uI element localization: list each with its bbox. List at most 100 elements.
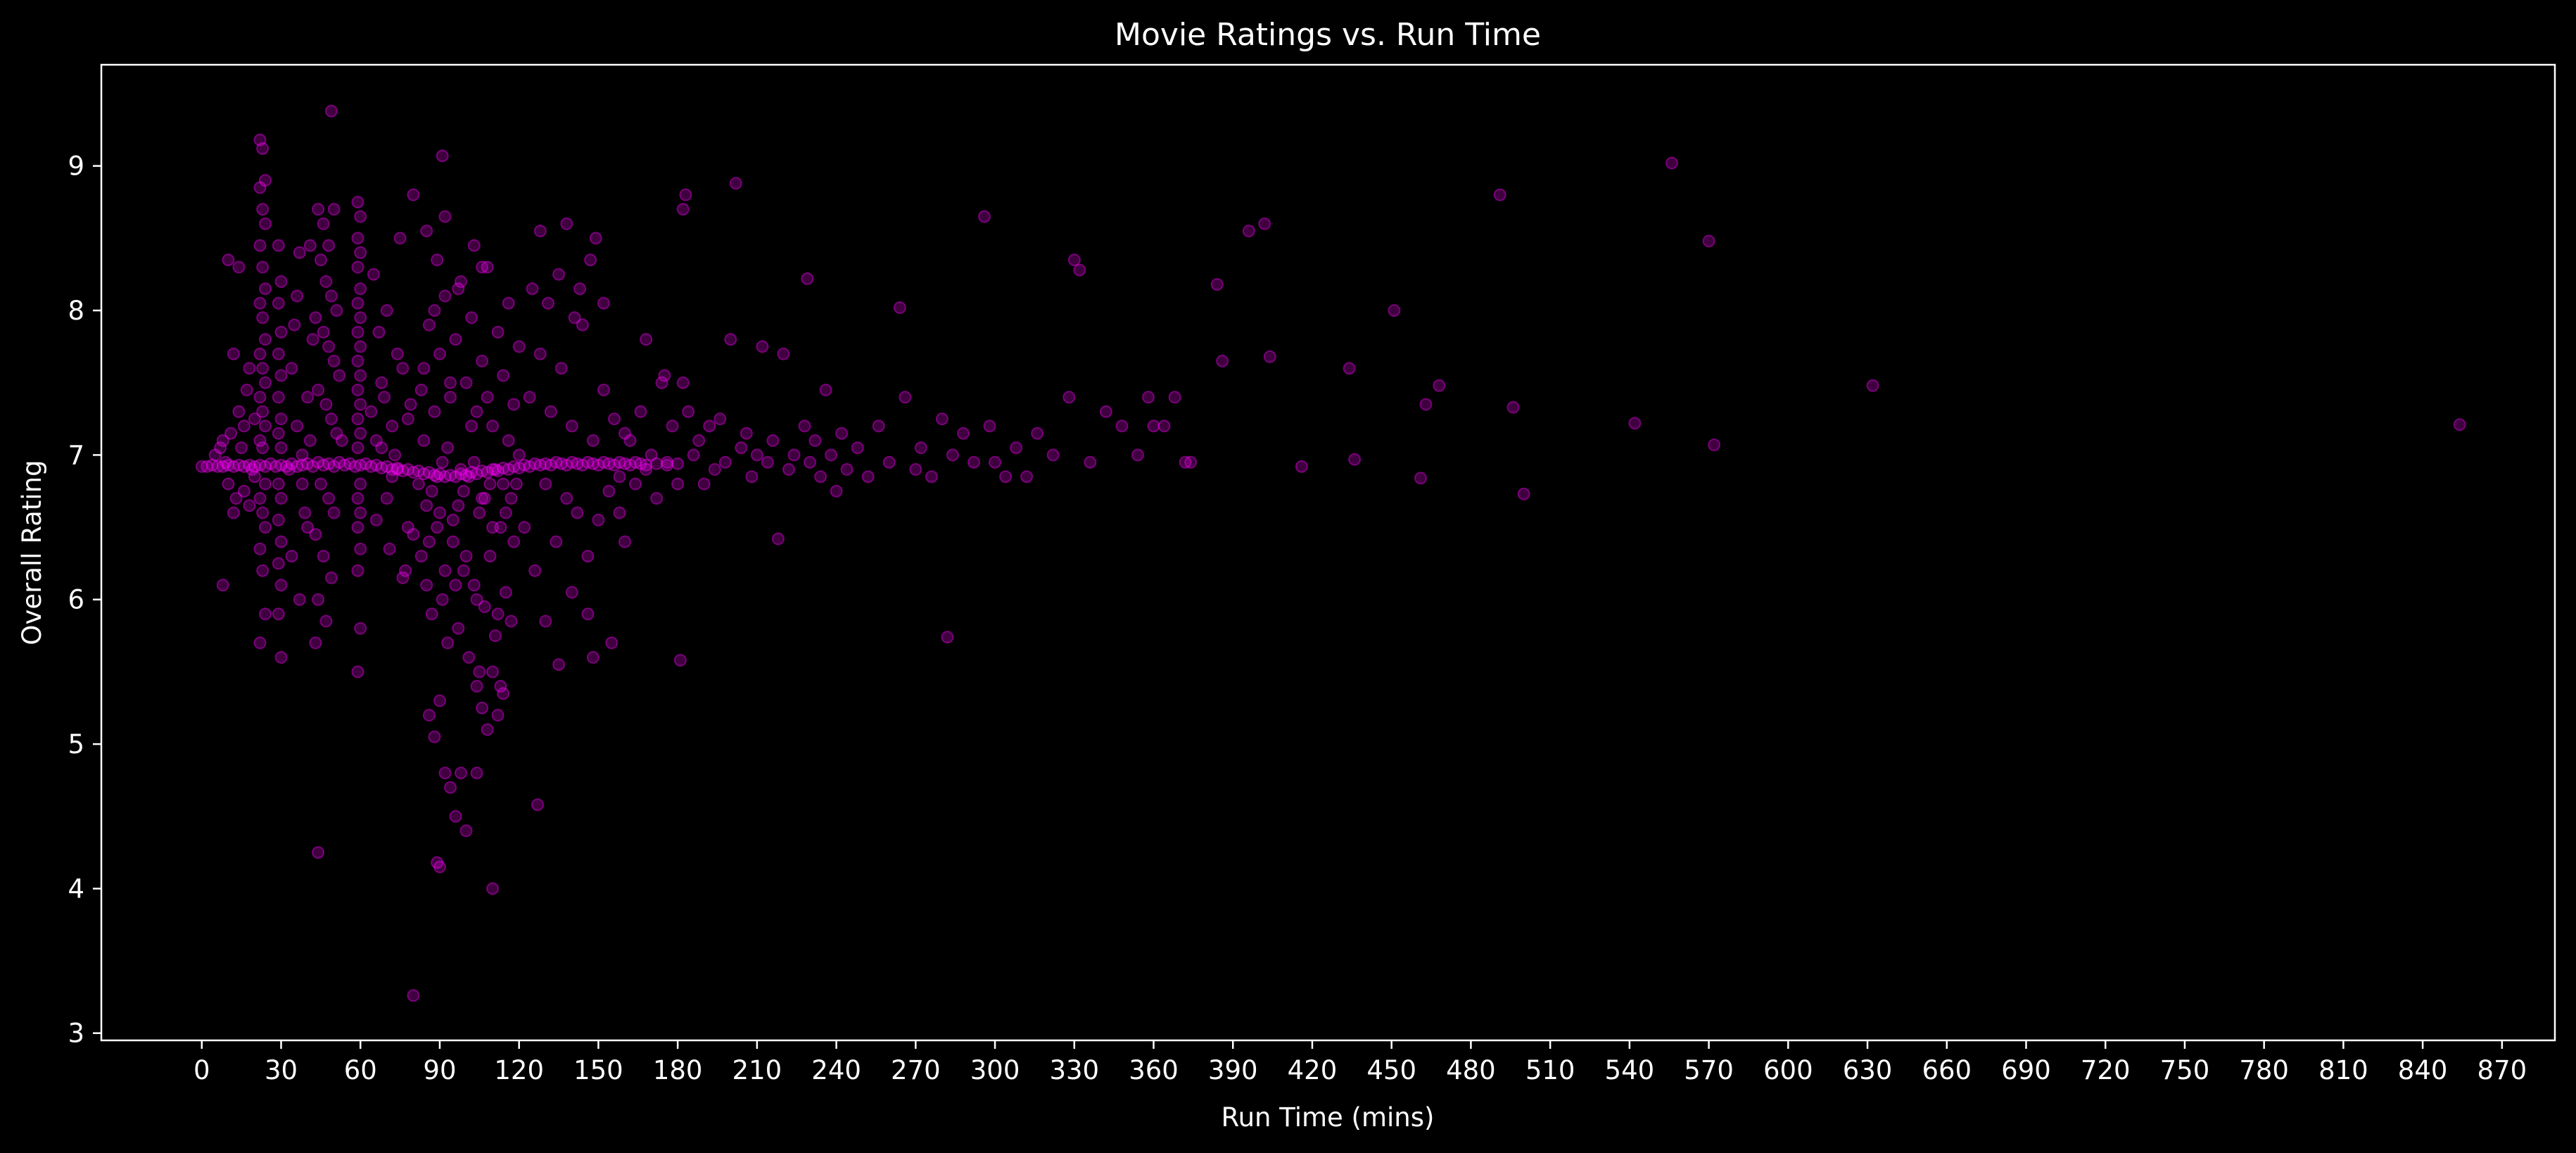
x-tick-label: 810	[2318, 1055, 2368, 1085]
data-point	[438, 564, 452, 577]
data-point	[597, 455, 610, 469]
data-point	[274, 650, 288, 664]
data-point	[571, 506, 584, 519]
data-point	[761, 455, 774, 469]
data-point	[386, 462, 399, 476]
data-point	[597, 296, 610, 310]
data-point	[351, 325, 364, 339]
x-tick-label: 660	[1922, 1055, 1972, 1085]
data-point	[1179, 455, 1192, 469]
data-point	[452, 499, 465, 512]
data-point	[274, 492, 288, 505]
data-point	[264, 457, 277, 470]
data-point	[378, 391, 391, 404]
data-point	[708, 462, 721, 476]
data-point	[303, 434, 317, 447]
data-point	[586, 457, 599, 470]
data-point	[309, 528, 322, 541]
data-point	[351, 232, 364, 245]
data-point	[436, 149, 449, 163]
data-point	[452, 622, 465, 635]
y-tick-label: 4	[68, 874, 84, 904]
data-point	[354, 340, 367, 353]
data-point	[470, 679, 483, 693]
data-point	[825, 448, 838, 462]
data-point	[438, 289, 452, 303]
data-point	[431, 856, 444, 869]
data-point	[655, 376, 668, 389]
data-point	[259, 333, 272, 346]
data-point	[333, 369, 346, 382]
data-point	[301, 391, 315, 404]
data-point	[259, 420, 272, 433]
data-point	[882, 455, 896, 469]
data-point	[417, 467, 431, 481]
x-tick-label: 390	[1208, 1055, 1258, 1085]
data-point	[1099, 405, 1112, 418]
data-point	[518, 521, 531, 534]
data-point	[444, 469, 457, 482]
x-tick-label: 840	[2398, 1055, 2448, 1085]
data-point	[819, 384, 832, 396]
data-point	[354, 210, 367, 223]
data-point	[354, 506, 367, 519]
data-point	[462, 470, 476, 484]
data-point	[476, 701, 489, 714]
data-point	[444, 376, 457, 389]
data-point	[505, 615, 518, 628]
data-point	[1242, 225, 1255, 238]
data-point	[248, 460, 261, 473]
data-point	[380, 492, 393, 505]
data-point	[568, 311, 581, 325]
data-point	[1046, 448, 1060, 462]
data-point	[401, 521, 414, 534]
data-point	[462, 650, 476, 664]
data-point	[470, 767, 483, 780]
data-point	[640, 333, 653, 346]
data-point	[629, 477, 642, 491]
data-point	[634, 457, 647, 470]
data-point	[552, 267, 566, 281]
data-point	[330, 427, 343, 440]
data-point	[745, 470, 759, 484]
data-point	[422, 318, 436, 332]
data-point	[605, 636, 618, 650]
data-point	[422, 466, 436, 479]
data-point	[1866, 379, 1879, 392]
data-point	[499, 506, 512, 519]
data-point	[285, 362, 298, 375]
data-point	[1062, 391, 1076, 404]
data-point	[240, 384, 253, 396]
data-point	[216, 434, 229, 447]
data-point	[348, 460, 362, 473]
data-point	[285, 550, 298, 563]
data-point	[351, 384, 364, 396]
data-point	[364, 460, 378, 473]
data-point	[291, 420, 304, 433]
data-point	[650, 492, 664, 505]
data-point	[478, 492, 491, 505]
data-point	[1210, 278, 1224, 291]
data-point	[634, 405, 647, 418]
data-point	[486, 420, 500, 433]
x-tick-label: 720	[2081, 1055, 2131, 1085]
data-point	[253, 347, 267, 360]
data-point	[518, 458, 531, 472]
data-point	[533, 458, 547, 472]
data-point	[274, 412, 288, 426]
data-point	[467, 239, 481, 252]
data-point	[327, 506, 341, 519]
data-point	[324, 104, 338, 118]
data-point	[414, 384, 428, 396]
data-point	[673, 654, 687, 667]
data-point	[473, 506, 486, 519]
data-point	[386, 420, 399, 433]
data-point	[269, 460, 282, 473]
data-point	[301, 457, 315, 470]
data-point	[499, 586, 512, 599]
data-point	[533, 225, 547, 238]
data-point	[399, 564, 412, 577]
data-point	[459, 824, 473, 838]
data-point	[589, 232, 602, 245]
